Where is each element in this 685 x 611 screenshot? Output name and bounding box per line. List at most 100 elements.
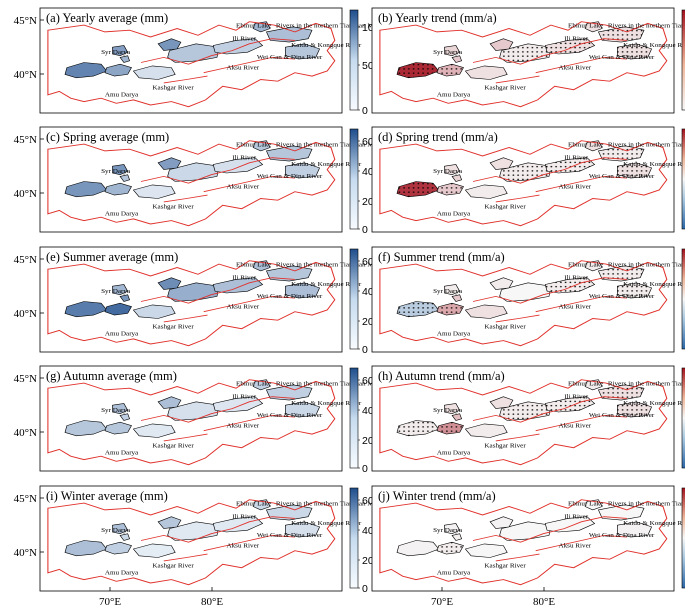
region-label-syr: Syr Darya [101, 288, 130, 295]
subregion-boundary [140, 396, 295, 442]
map-content: Ebinur Lake Ili River Rivers in the northe… [47, 379, 398, 466]
region-label-kashgar: Kashgar River [152, 563, 194, 570]
region-label-ebinur: Ebinur Lake [236, 381, 271, 388]
region-label-rivers_north: Rivers in the northern Tianshan Mountain… [608, 142, 685, 149]
basin-small1 [104, 421, 132, 435]
lat-tick-label: 45°N [14, 254, 37, 266]
region-label-weigan: Wei Gan & Dina River [257, 173, 323, 180]
basin-ili [157, 157, 182, 170]
subregion-boundary [472, 38, 627, 84]
basin-amu [64, 181, 108, 198]
region-boundary [47, 499, 336, 586]
colorbar-label: 0 [362, 344, 368, 356]
basin-kashgar [132, 304, 176, 319]
lat-tick-label: 40°N [14, 547, 37, 559]
region-label-ili: Ili River [564, 36, 589, 43]
basin-weigan [212, 157, 264, 174]
panel-c: Ebinur Lake Ili River Rivers in the northe… [14, 126, 398, 236]
panel-g: Ebinur Lake Ili River Rivers in the northe… [14, 365, 398, 475]
region-label-ebinur: Ebinur Lake [568, 381, 603, 388]
region-label-rivers_north: Rivers in the northern Tianshan Mountain… [276, 262, 398, 269]
basin-kashgar [464, 543, 508, 558]
basin-north [265, 265, 313, 282]
significance-dots-amu [397, 301, 439, 317]
basin-small2 [119, 55, 131, 63]
region-label-weigan: Wei Gan & Dina River [257, 293, 323, 300]
region-label-aksu: Aksu River [227, 184, 260, 191]
region-boundary [379, 260, 668, 347]
basin-north [265, 384, 313, 401]
colorbar [681, 128, 685, 230]
panel-title: (h) Autumn trend (mm/a) [378, 369, 505, 383]
colorbar-label: 0 [362, 224, 368, 236]
region-label-syr: Syr Darya [433, 527, 462, 534]
region-label-weigan: Wei Gan & Dina River [257, 412, 323, 419]
lat-tick-label: 45°N [14, 493, 37, 505]
region-label-aksu: Aksu River [227, 65, 260, 72]
region-label-kashgar: Kashgar River [152, 443, 194, 450]
basin-ili [489, 277, 514, 290]
basin-ili [157, 277, 182, 290]
region-label-rivers_north: Rivers in the northern Tianshan Mountain… [276, 381, 398, 388]
region-label-syr: Syr Darya [101, 49, 130, 56]
basin-syr [444, 284, 461, 296]
region-label-rivers_north: Rivers in the northern Tianshan Mountain… [608, 262, 685, 269]
basin-small2 [451, 413, 463, 421]
region-boundary [47, 21, 336, 108]
basin-ili [157, 38, 182, 51]
panel-f: Ebinur Lake Ili River Rivers in the northe… [371, 246, 685, 353]
region-label-syr: Syr Darya [101, 527, 130, 534]
lat-tick-label: 45°N [14, 15, 37, 27]
panel-title: (b) Yearly trend (mm/a) [378, 11, 497, 25]
basin-weigan [212, 38, 264, 55]
region-label-syr: Syr Darya [101, 407, 130, 414]
significance-dots-weigan [545, 38, 595, 54]
subregion-boundary [140, 277, 295, 323]
region-label-kaidu: Kaidu & Kongque River [291, 520, 362, 527]
panel-i: Ebinur Lake Ili River Rivers in the northe… [14, 485, 398, 608]
lat-tick-label: 40°N [14, 69, 37, 81]
basin-north [597, 504, 645, 521]
region-boundary [47, 379, 336, 466]
colorbar [349, 248, 359, 350]
region-label-aksu: Aksu River [559, 423, 592, 430]
region-label-weigan: Wei Gan & Dina River [589, 54, 655, 61]
panel-title: (i) Winter average (mm) [46, 489, 168, 503]
region-label-ili: Ili River [232, 155, 257, 162]
region-label-amu: Amu Darya [105, 450, 138, 457]
significance-dots-amu [397, 420, 439, 436]
basin-amu [64, 62, 108, 79]
basin-syr [112, 164, 129, 176]
region-label-rivers_north: Rivers in the northern Tianshan Mountain… [276, 501, 398, 508]
panel-title: (f) Summer trend (mm/a) [378, 250, 505, 264]
significance-dots-small1 [436, 64, 464, 77]
lon-tick-label: 80°E [533, 596, 555, 608]
basin-small2 [119, 413, 131, 421]
basin-amu [64, 301, 108, 318]
significance-dots-small1 [436, 422, 464, 435]
region-label-amu: Amu Darya [105, 211, 138, 218]
region-label-amu: Amu Darya [437, 92, 470, 99]
basin-amu [64, 420, 108, 437]
map-content: Ebinur Lake Ili River Rivers in the northe… [379, 140, 685, 227]
significance-dots-north [598, 145, 644, 162]
region-label-aksu: Aksu River [559, 65, 592, 72]
panel-b: Ebinur Lake Ili River Rivers in the northe… [371, 7, 685, 114]
region-label-amu: Amu Darya [437, 211, 470, 218]
region-label-amu: Amu Darya [105, 331, 138, 338]
significance-dots-kaidu [617, 162, 652, 179]
significance-dots-small1 [436, 542, 464, 555]
panel-title: (a) Yearly average (mm) [46, 11, 168, 25]
basin-kaidu [285, 521, 321, 538]
basin-ili [489, 157, 514, 170]
region-label-aksu: Aksu River [227, 304, 260, 311]
basin-weigan [544, 516, 596, 533]
basin-kashgar [132, 423, 176, 438]
basin-kaidu [285, 401, 321, 418]
lat-tick-label: 40°N [14, 427, 37, 439]
colorbar [349, 487, 359, 589]
lat-tick-label: 40°N [14, 188, 37, 200]
region-label-syr: Syr Darya [433, 49, 462, 56]
region-label-ebinur: Ebinur Lake [236, 262, 271, 269]
